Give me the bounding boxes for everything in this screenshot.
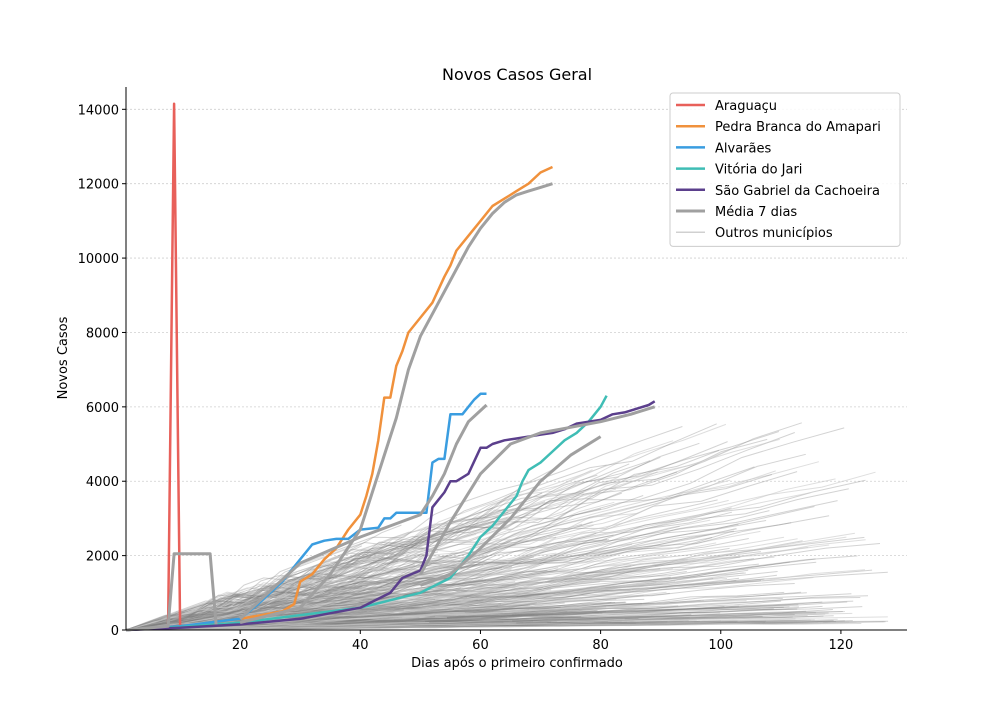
municipality-line bbox=[125, 432, 795, 631]
municipality-line bbox=[125, 474, 773, 631]
legend-box bbox=[669, 92, 901, 247]
municipality-line bbox=[125, 426, 683, 631]
municipality-line bbox=[125, 598, 436, 631]
legend-label: Araguaçu bbox=[715, 99, 777, 114]
y-tick-label: 8000 bbox=[86, 326, 119, 341]
legend-label: Outros municípios bbox=[715, 226, 833, 241]
series-line bbox=[166, 102, 182, 627]
municipality-line bbox=[125, 580, 762, 631]
series-line bbox=[239, 403, 488, 620]
x-tick-label: 40 bbox=[352, 638, 369, 653]
y-ticks: 0 2000 4000 6000 8000 10000 12000 14000 bbox=[78, 103, 126, 639]
municipality-line bbox=[125, 620, 889, 631]
y-tick-label: 12000 bbox=[78, 178, 119, 193]
municipality-line bbox=[125, 567, 559, 631]
municipality-line bbox=[125, 521, 593, 631]
y-tick-label: 2000 bbox=[86, 550, 119, 565]
x-tick-label: 60 bbox=[472, 638, 489, 653]
series-line bbox=[419, 405, 656, 575]
y-axis-label: Novos Casos bbox=[56, 316, 71, 399]
series-line bbox=[125, 400, 656, 632]
municipality-line bbox=[125, 538, 441, 631]
municipality-line bbox=[125, 466, 558, 631]
axes bbox=[125, 87, 907, 631]
x-tick-label: 100 bbox=[708, 638, 733, 653]
series-line bbox=[239, 182, 553, 625]
municipality-line bbox=[125, 470, 776, 631]
x-tick-label: 20 bbox=[232, 638, 249, 653]
series-line bbox=[125, 165, 554, 632]
municipality-line bbox=[125, 542, 363, 631]
legend-label: Alvarães bbox=[715, 141, 771, 156]
municipality-line bbox=[125, 492, 543, 631]
municipality-line bbox=[125, 441, 728, 631]
y-tick-label: 0 bbox=[111, 624, 119, 639]
municipality-line bbox=[125, 522, 792, 631]
municipality-line bbox=[125, 507, 494, 631]
municipality-line bbox=[125, 507, 732, 631]
municipality-line bbox=[125, 551, 439, 631]
series-line bbox=[125, 395, 608, 632]
municipality-line bbox=[125, 463, 630, 631]
legend-label: Média 7 dias bbox=[715, 205, 797, 220]
x-ticks: 20 40 60 80 100 120 bbox=[232, 630, 853, 653]
series-line bbox=[125, 552, 218, 632]
municipality-line bbox=[125, 423, 717, 631]
y-tick-label: 6000 bbox=[86, 401, 119, 416]
y-tick-label: 14000 bbox=[78, 103, 119, 118]
municipality-line bbox=[125, 524, 402, 631]
x-tick-label: 80 bbox=[592, 638, 609, 653]
x-axis-label: Dias após o primeiro confirmado bbox=[411, 656, 623, 671]
x-tick-label: 120 bbox=[829, 638, 854, 653]
highlight-series bbox=[125, 102, 656, 632]
municipality-line bbox=[125, 618, 838, 631]
legend-label: São Gabriel da Cachoeira bbox=[715, 184, 880, 199]
municipality-line bbox=[125, 600, 747, 631]
municipality-line bbox=[125, 438, 780, 631]
chart-title: Novos Casos Geral bbox=[442, 65, 592, 84]
y-tick-label: 4000 bbox=[86, 475, 119, 490]
municipality-line bbox=[125, 471, 876, 631]
legend-label: Pedra Branca do Amapari bbox=[715, 120, 881, 135]
municipality-line bbox=[125, 523, 739, 631]
series-line bbox=[419, 435, 602, 587]
legend-label: Vitória do Jari bbox=[715, 163, 802, 178]
y-tick-label: 10000 bbox=[78, 252, 119, 267]
municipality-line bbox=[125, 544, 516, 631]
municipality-line bbox=[125, 446, 737, 631]
legend: Araguaçu Pedra Branca do Amapari Alvarães V… bbox=[669, 92, 901, 247]
background-series bbox=[125, 422, 889, 631]
